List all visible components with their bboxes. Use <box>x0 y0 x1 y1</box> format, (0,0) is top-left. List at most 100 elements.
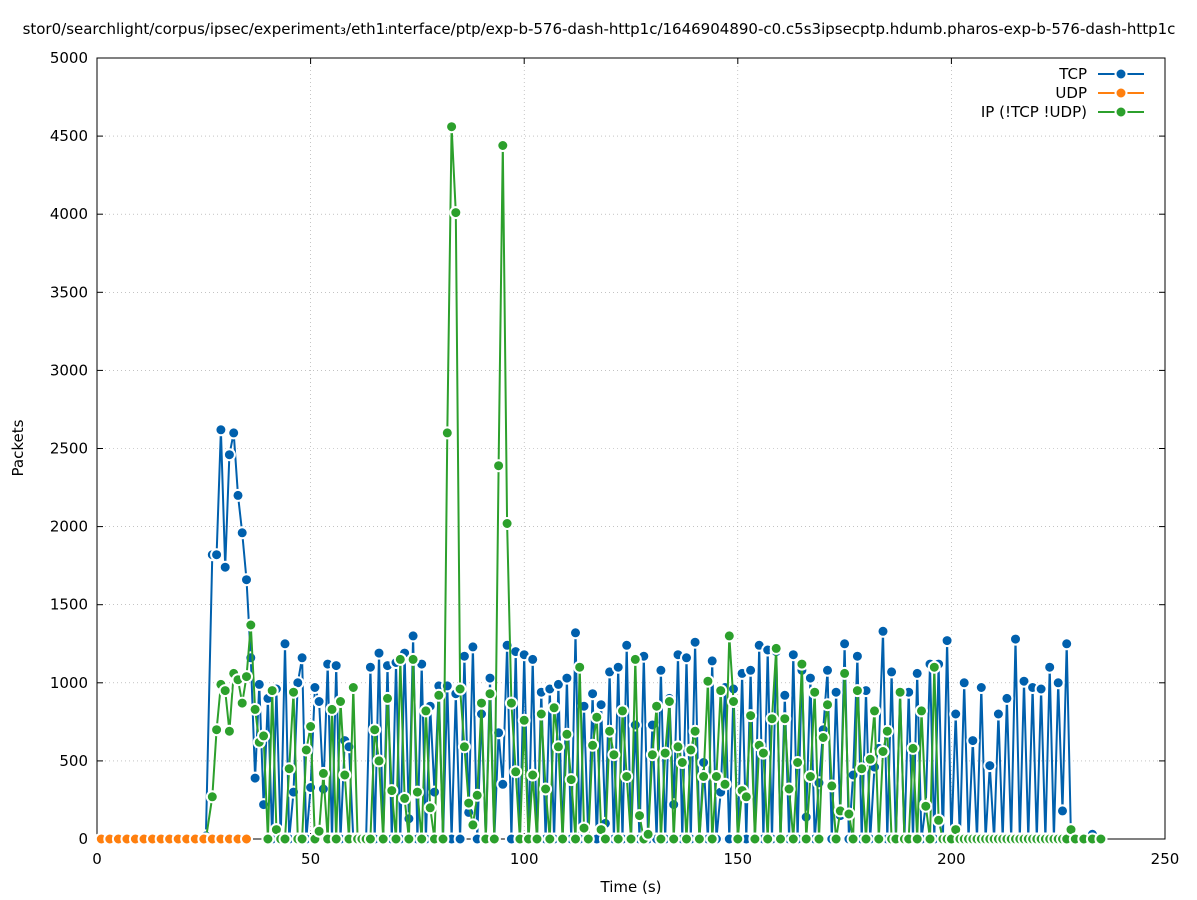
data-point <box>910 666 924 680</box>
data-point <box>628 718 642 732</box>
data-point <box>556 832 570 846</box>
y-tick-label: 1000 <box>50 674 88 692</box>
data-point <box>594 698 608 712</box>
data-point <box>910 832 924 846</box>
data-point <box>816 731 830 744</box>
data-point <box>312 824 326 838</box>
data-point <box>398 791 412 805</box>
data-point <box>389 832 403 846</box>
data-point <box>470 788 484 802</box>
data-point <box>915 704 928 718</box>
data-point <box>654 832 668 846</box>
data-point <box>641 827 655 841</box>
data-point <box>240 832 253 846</box>
data-point <box>547 701 561 715</box>
data-point <box>278 637 292 651</box>
data-point <box>385 784 399 798</box>
data-point <box>680 832 693 846</box>
data-point <box>457 740 471 754</box>
series-udp <box>94 832 253 846</box>
data-point <box>218 684 232 698</box>
data-point <box>795 657 809 671</box>
data-point <box>526 652 540 666</box>
data-point <box>244 618 258 632</box>
data-point <box>748 832 762 846</box>
data-point <box>868 704 881 718</box>
data-point <box>778 712 792 726</box>
data-point <box>650 699 664 713</box>
data-point <box>205 790 219 804</box>
data-point <box>850 684 864 698</box>
y-tick-label: 500 <box>59 752 88 770</box>
data-point <box>517 713 531 727</box>
data-point <box>603 724 617 738</box>
data-point <box>539 782 553 796</box>
data-point <box>654 663 668 677</box>
x-tick-label: 200 <box>937 850 966 868</box>
data-point <box>876 624 890 638</box>
legend-marker-swatch <box>1114 67 1128 81</box>
data-point <box>688 635 702 649</box>
x-tick-label: 0 <box>92 850 102 868</box>
data-point <box>932 813 946 827</box>
data-point <box>786 648 800 662</box>
data-point <box>991 707 1005 721</box>
data-point <box>692 832 706 846</box>
data-point <box>966 734 980 748</box>
data-point <box>432 688 446 702</box>
data-point <box>680 651 693 665</box>
data-point <box>577 821 591 835</box>
data-point <box>363 660 377 674</box>
data-point <box>803 770 817 783</box>
series-tcp <box>94 423 1108 846</box>
data-point <box>210 548 224 562</box>
axis-ticks: 0500100015002000250030003500400045005000… <box>50 49 1180 868</box>
data-point <box>1034 682 1048 696</box>
data-point <box>287 685 300 699</box>
data-point <box>445 120 459 134</box>
data-point <box>628 652 642 666</box>
data-point <box>662 695 676 708</box>
data-point <box>607 748 621 762</box>
data-point <box>252 677 266 691</box>
data-point <box>222 448 236 462</box>
data-point <box>564 773 578 787</box>
legend-label: TCP <box>1058 65 1087 83</box>
data-point <box>671 740 685 754</box>
data-point <box>1051 676 1065 690</box>
data-point <box>949 707 963 721</box>
y-tick-label: 5000 <box>50 49 88 67</box>
series-line <box>101 125 1101 840</box>
data-point <box>423 801 437 815</box>
data-point <box>466 818 480 832</box>
data-point <box>483 671 497 685</box>
data-point <box>705 654 719 668</box>
data-point <box>496 139 510 152</box>
data-point <box>492 459 506 473</box>
legend-label: IP (!TCP !UDP) <box>981 103 1087 121</box>
data-point <box>462 796 476 810</box>
data-point <box>304 781 318 794</box>
data-point <box>611 832 625 846</box>
data-point <box>658 746 672 760</box>
data-point <box>675 756 689 769</box>
x-axis-label: Time (s) <box>600 878 662 896</box>
data-point <box>722 629 736 643</box>
data-point <box>261 832 275 846</box>
data-point <box>581 832 595 846</box>
data-point <box>449 206 463 220</box>
data-point <box>308 681 322 694</box>
data-point <box>616 704 629 718</box>
legend-label: UDP <box>1055 84 1087 102</box>
data-point <box>611 660 625 674</box>
data-point <box>863 752 877 766</box>
data-point <box>569 832 582 846</box>
data-point <box>624 832 638 846</box>
data-point <box>786 832 800 846</box>
data-point <box>453 682 467 696</box>
data-point <box>876 745 890 758</box>
data-point <box>645 748 659 762</box>
data-point <box>791 756 805 769</box>
data-point <box>248 702 262 716</box>
